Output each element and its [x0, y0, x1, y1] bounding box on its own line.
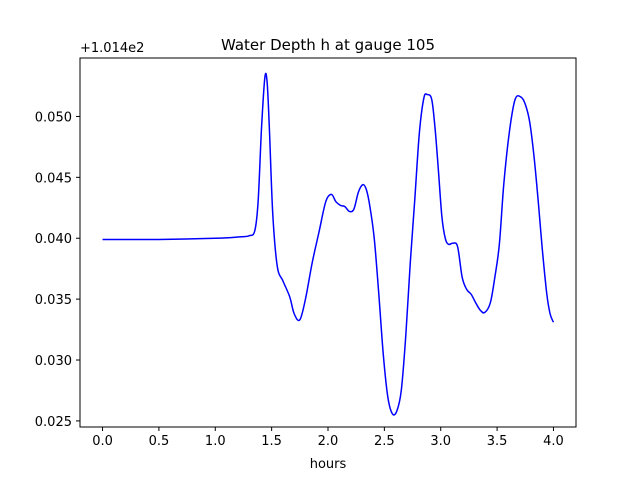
- x-tick-label: 1.0: [205, 434, 226, 449]
- plot-area: [102, 72, 555, 416]
- y-offset-label: +1.014e2: [80, 41, 144, 56]
- x-tick-label: 0.0: [92, 434, 113, 449]
- series-line: [102, 72, 555, 416]
- x-axis: 0.0 0.5 1.0 1.5 2.0 2.5 3.0 3.5 4.0: [92, 427, 564, 449]
- x-tick-label: 4.0: [543, 434, 564, 449]
- y-tick-label: 0.025: [35, 415, 72, 430]
- y-tick-label: 0.050: [35, 110, 72, 125]
- y-tick-label: 0.045: [35, 171, 72, 186]
- axes-frame: [79, 57, 577, 428]
- x-axis-label: hours: [310, 457, 347, 472]
- x-tick-label: 0.5: [149, 434, 170, 449]
- x-tick-label: 2.5: [374, 434, 395, 449]
- y-tick-label: 0.040: [35, 232, 72, 247]
- y-tick-label: 0.035: [35, 293, 72, 308]
- x-tick-label: 1.5: [261, 434, 282, 449]
- x-tick-label: 3.0: [430, 434, 451, 449]
- y-tick-label: 0.030: [35, 354, 72, 369]
- x-tick-label: 2.0: [318, 434, 339, 449]
- y-axis: 0.025 0.030 0.035 0.040 0.045 0.050: [35, 110, 80, 430]
- x-tick-label: 3.5: [487, 434, 508, 449]
- chart-title: Water Depth h at gauge 105: [221, 36, 435, 54]
